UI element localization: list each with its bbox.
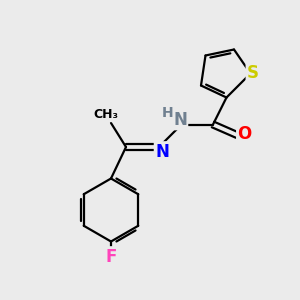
Text: N: N xyxy=(155,142,169,160)
Text: S: S xyxy=(247,64,259,82)
Text: O: O xyxy=(237,125,252,143)
Text: H: H xyxy=(162,106,173,120)
Text: N: N xyxy=(173,111,187,129)
Text: CH₃: CH₃ xyxy=(93,108,118,121)
Text: F: F xyxy=(105,248,117,266)
